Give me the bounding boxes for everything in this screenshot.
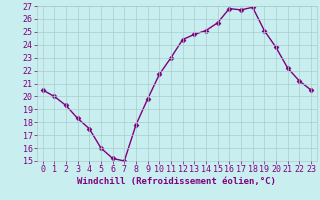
X-axis label: Windchill (Refroidissement éolien,°C): Windchill (Refroidissement éolien,°C) <box>77 177 276 186</box>
